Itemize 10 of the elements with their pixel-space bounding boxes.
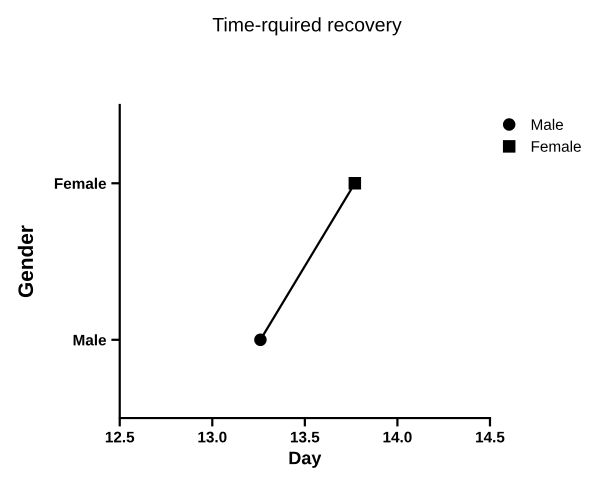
y-axis-title: Gender	[18, 225, 34, 298]
x-tick-label: 13.5	[290, 432, 320, 442]
chart-title: Time-rquired recovery	[212, 17, 402, 36]
x-tick-label: 14.5	[476, 432, 504, 442]
x-tick-label: 13.0	[198, 432, 227, 442]
x-tick-label: 12.5	[106, 432, 134, 442]
x-axis-title: Day	[290, 452, 322, 468]
legend-label: Male	[532, 118, 564, 130]
legend-label: Female	[532, 140, 581, 152]
x-tick-label: 14.0	[384, 432, 412, 442]
